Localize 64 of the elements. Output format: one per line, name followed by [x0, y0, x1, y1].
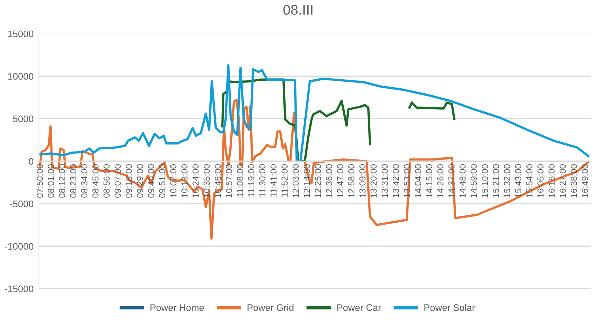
legend-label: Power Grid: [248, 304, 294, 312]
x-tick-label: 11:19:00: [248, 164, 255, 197]
x-tick-label: 08:23:00: [70, 164, 77, 198]
y-tick-label: 10000: [8, 73, 34, 80]
y-tick-label: 0: [29, 158, 34, 165]
x-tick-label: 12:58:00: [348, 164, 355, 198]
x-tick-label: 16:05:00: [538, 164, 544, 198]
y-tick-label: -15000: [4, 286, 34, 292]
y-tick-label: -5000: [10, 200, 34, 208]
x-tick-label: 12:47:00: [337, 164, 344, 198]
line-series: [40, 64, 590, 163]
x-tick-label: 14:59:00: [470, 164, 478, 198]
x-tick-label: 15:54:00: [526, 164, 533, 198]
x-tick-label: 10:35:00: [204, 164, 210, 198]
x-tick-label: 11:41:00: [270, 164, 277, 197]
x-tick-label: 16:49:00: [582, 164, 588, 198]
x-tick-label: 14:37:00: [448, 164, 455, 198]
x-tick-label: 08:12:00: [59, 164, 66, 198]
x-tick-label: 15:10:00: [482, 164, 488, 198]
x-tick-label: 15:43:00: [515, 164, 522, 198]
legend-label: Power Solar: [424, 304, 476, 312]
x-tick-label: 12:36:00: [326, 164, 332, 198]
x-tick-label: 16:27:00: [560, 164, 566, 198]
x-tick-label: 11:52:00: [282, 164, 288, 197]
x-tick-label: 09:07:00: [114, 164, 122, 198]
x-tick-label: 11:30:00: [259, 164, 266, 197]
legend-label: Power Car: [338, 304, 382, 312]
x-tick-label: 10:46:00: [214, 164, 222, 198]
x-tick-label: 09:51:00: [159, 164, 166, 198]
x-tick-label: 11:08:00: [237, 164, 244, 197]
x-tick-label: 13:09:00: [360, 164, 366, 198]
x-tick-label: 09:18:00: [126, 164, 132, 198]
x-tick-label: 16:16:00: [548, 164, 555, 198]
x-tick-label: 10:57:00: [226, 164, 232, 198]
x-tick-label: 12:25:00: [315, 164, 322, 198]
x-tick-label: 08:45:00: [92, 164, 99, 198]
x-tick-label: 10:13:00: [182, 164, 188, 198]
x-tick-label: 15:21:00: [493, 164, 500, 198]
x-tick-label: 13:42:00: [392, 164, 400, 198]
x-tick-label: 08:34:00: [81, 164, 88, 198]
chart-title: 08.III: [284, 5, 313, 15]
legend-label: Power Home: [150, 304, 204, 312]
x-tick-label: 13:31:00: [382, 164, 388, 198]
x-tick-label: 09:40:00: [148, 164, 154, 198]
x-tick-label: 14:48:00: [460, 164, 466, 198]
x-tick-label: 08:01:00: [48, 164, 54, 198]
x-tick-label: 13:20:00: [370, 164, 377, 198]
x-tick-label: 16:38:00: [571, 164, 578, 198]
x-tick-label: 14:15:00: [426, 164, 433, 198]
x-tick-label: 07:50:00: [36, 164, 44, 198]
x-tick-label: 08:56:00: [104, 164, 110, 198]
x-tick-label: 12:14:00: [304, 164, 310, 198]
y-tick-label: 5000: [13, 116, 34, 122]
x-tick-label: 12:03:00: [292, 164, 300, 198]
y-tick-label: -10000: [4, 243, 34, 250]
y-tick-label: 15000: [8, 30, 34, 38]
x-tick-label: 10:02:00: [170, 164, 177, 198]
x-tick-label: 13:53:00: [404, 164, 410, 198]
line-series: [39, 99, 590, 240]
x-tick-label: 10:24:00: [192, 164, 199, 198]
x-tick-label: 14:26:00: [437, 164, 444, 198]
x-tick-label: 09:29:00: [137, 164, 144, 198]
x-tick-label: 15:32:00: [504, 164, 510, 198]
x-tick-label: 14:04:00: [415, 164, 422, 198]
